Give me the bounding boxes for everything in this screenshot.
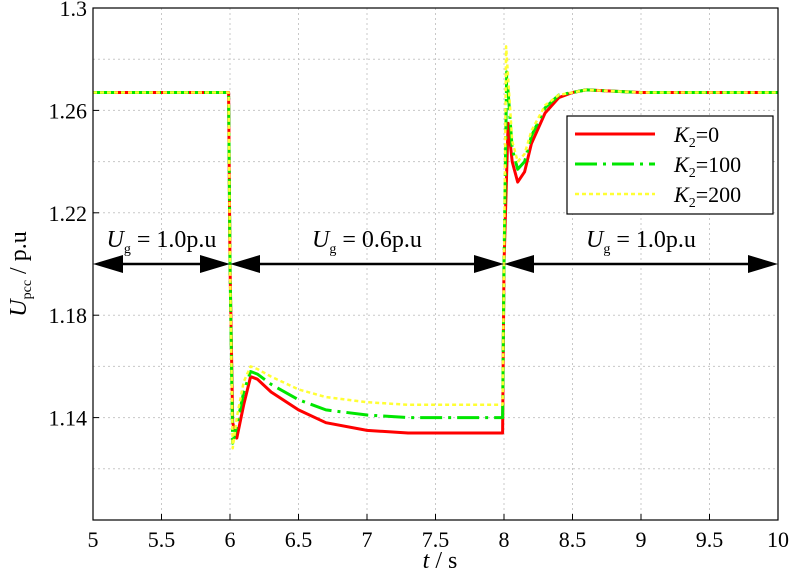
series-group <box>93 45 778 450</box>
annotation-label: Ug = 0.6p.u <box>312 227 422 257</box>
x-tick-label: 6.5 <box>285 527 313 552</box>
annotation-label: Ug = 1.0p.u <box>107 227 217 257</box>
annotation-arrowhead-right <box>748 255 778 273</box>
annotation-arrowhead-right <box>200 255 230 273</box>
annotation-arrowhead-left <box>504 255 534 273</box>
x-tick-label: 5.5 <box>148 527 176 552</box>
x-tick-label: 8.5 <box>559 527 587 552</box>
y-axis-label: Upcc / p.u <box>6 231 35 316</box>
x-tick-label: 9 <box>636 527 647 552</box>
x-tick-label: 6 <box>225 527 236 552</box>
legend-label: K2=100 <box>673 152 741 181</box>
y-tick-label: 1.18 <box>49 303 88 328</box>
x-tick-label: 10 <box>767 527 789 552</box>
y-tick-label: 1.22 <box>49 201 88 226</box>
x-tick-label: 8 <box>499 527 510 552</box>
annotation-arrowhead-left <box>230 255 260 273</box>
legend-box <box>566 115 774 215</box>
y-tick-label: 1.3 <box>60 0 88 21</box>
legend-label: K2=0 <box>673 122 719 151</box>
y-tick-label: 1.14 <box>49 406 88 431</box>
annotation-arrowhead-left <box>93 255 123 273</box>
series-line-k2-100 <box>93 70 778 445</box>
series-line-k2-200 <box>93 45 778 450</box>
x-tick-label: 7.5 <box>422 527 450 552</box>
ticks: 5 5.5 6 6.5 7 7.5 8 8.5 9 9.5 10 1.14 1.18 1.22 1.26 1.… <box>49 0 790 552</box>
annotation-label: Ug = 1.0p.u <box>586 227 696 257</box>
x-axis-label: t / s <box>423 548 458 573</box>
x-tick-label: 5 <box>88 527 99 552</box>
y-tick-label: 1.26 <box>49 98 88 123</box>
x-tick-label: 9.5 <box>696 527 724 552</box>
y-axis-label-group: Upcc / p.u <box>6 231 35 316</box>
series-line-k2-0 <box>93 88 778 440</box>
legend-label: K2=200 <box>673 182 741 211</box>
x-tick-label: 7 <box>362 527 373 552</box>
annotation-arrowhead-right <box>474 255 504 273</box>
annotations: Ug = 1.0p.u Ug = 0.6p.u Ug = 1.0p.u <box>93 227 778 273</box>
